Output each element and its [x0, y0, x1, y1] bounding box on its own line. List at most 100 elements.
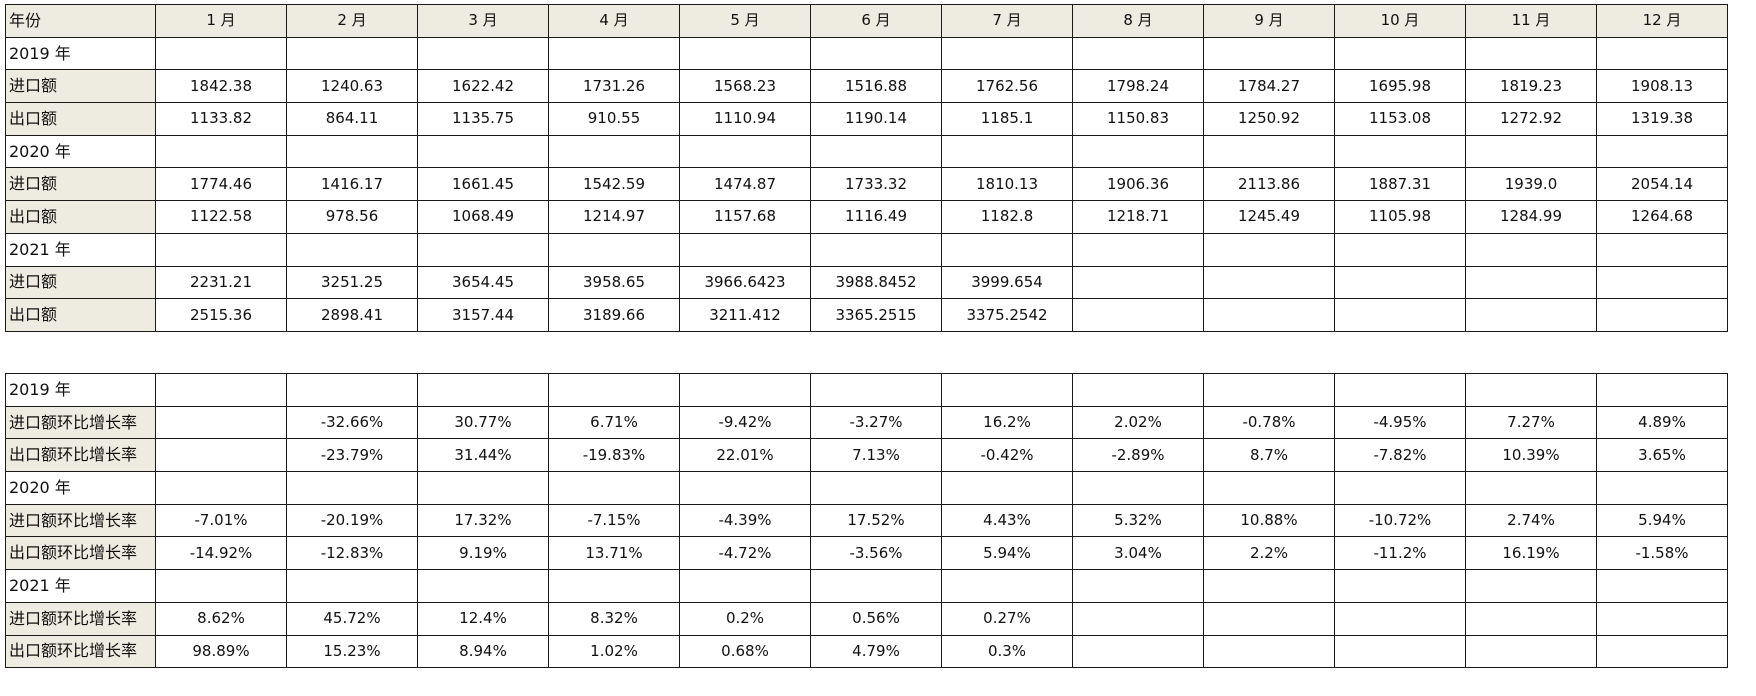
data-cell: 0.3%: [941, 634, 1073, 669]
data-cell: 45.72%: [286, 601, 418, 636]
data-cell: 4.43%: [941, 503, 1073, 538]
data-cell: 3988.8452: [810, 265, 942, 300]
data-cell: 1798.24: [1072, 69, 1204, 104]
data-cell: 2231.21: [155, 265, 287, 300]
data-cell: 2.74%: [1465, 503, 1597, 538]
data-cell: [1596, 601, 1728, 636]
year-label: 2021 年: [5, 232, 156, 267]
data-cell: [548, 36, 680, 71]
data-cell: 98.89%: [155, 634, 287, 669]
data-cell: [941, 373, 1073, 407]
data-cell: 1185.1: [941, 102, 1073, 136]
data-cell: 8.94%: [417, 634, 549, 669]
data-cell: [1596, 373, 1728, 407]
data-cell: 6.71%: [548, 405, 680, 440]
header-month: 10 月: [1334, 4, 1466, 38]
data-cell: 1906.36: [1072, 167, 1204, 202]
data-cell: [679, 471, 811, 505]
data-cell: [810, 134, 942, 169]
data-cell: -3.27%: [810, 405, 942, 440]
table-row: 出口额 1133.82 864.11 1135.75 910.55 1110.94 1190…: [5, 102, 1728, 136]
data-cell: 17.32%: [417, 503, 549, 538]
year-label: 2020 年: [5, 471, 156, 505]
data-cell: -14.92%: [155, 536, 287, 571]
data-cell: 5.94%: [1596, 503, 1728, 538]
table-row: 2021 年: [5, 232, 1728, 267]
data-cell: [1465, 36, 1597, 71]
data-cell: [1334, 265, 1466, 300]
data-cell: 1661.45: [417, 167, 549, 202]
data-cell: 1731.26: [548, 69, 680, 104]
data-cell: [1465, 232, 1597, 267]
data-cell: [155, 232, 287, 267]
data-cell: 2.2%: [1203, 536, 1335, 571]
data-cell: 22.01%: [679, 438, 811, 473]
year-label: 2019 年: [5, 36, 156, 71]
year-label: 2019 年: [5, 373, 156, 407]
data-cell: [1203, 36, 1335, 71]
data-cell: [1465, 298, 1597, 332]
data-cell: -7.15%: [548, 503, 680, 538]
data-cell: [1334, 134, 1466, 169]
data-cell: [155, 438, 287, 473]
data-cell: 1516.88: [810, 69, 942, 104]
data-cell: 1272.92: [1465, 102, 1597, 136]
data-cell: 3211.412: [679, 298, 811, 332]
data-cell: [1334, 569, 1466, 603]
data-cell: -7.82%: [1334, 438, 1466, 473]
data-cell: 1939.0: [1465, 167, 1597, 202]
data-cell: 17.52%: [810, 503, 942, 538]
table-row: 进口额环比增长率 -32.66% 30.77% 6.71% -9.42% -3.27% 16…: [5, 405, 1728, 440]
data-cell: 2113.86: [1203, 167, 1335, 202]
data-cell: [286, 569, 418, 603]
header-month: 12 月: [1596, 4, 1728, 38]
metric-label: 出口额环比增长率: [5, 536, 156, 571]
data-cell: [1334, 601, 1466, 636]
data-cell: [1072, 298, 1204, 332]
data-cell: 2054.14: [1596, 167, 1728, 202]
data-cell: 2515.36: [155, 298, 287, 332]
data-cell: [155, 373, 287, 407]
data-cell: 3966.6423: [679, 265, 811, 300]
data-cell: 2898.41: [286, 298, 418, 332]
data-cell: [1465, 134, 1597, 169]
data-cell: [679, 569, 811, 603]
data-cell: [810, 36, 942, 71]
data-cell: -19.83%: [548, 438, 680, 473]
data-cell: [679, 373, 811, 407]
data-cell: 3.04%: [1072, 536, 1204, 571]
data-cell: [1465, 601, 1597, 636]
header-month: 2 月: [286, 4, 418, 38]
data-cell: [679, 134, 811, 169]
metric-label: 出口额环比增长率: [5, 634, 156, 669]
data-cell: [548, 373, 680, 407]
data-cell: -1.58%: [1596, 536, 1728, 571]
data-cell: 0.2%: [679, 601, 811, 636]
metric-label: 进口额: [5, 69, 156, 104]
data-cell: [548, 471, 680, 505]
data-cell: 1774.46: [155, 167, 287, 202]
data-cell: 16.19%: [1465, 536, 1597, 571]
data-cell: [155, 471, 287, 505]
table-row: 进口额 1774.46 1416.17 1661.45 1542.59 1474.87 17…: [5, 167, 1728, 202]
data-cell: [1072, 373, 1204, 407]
data-cell: 1068.49: [417, 200, 549, 234]
metric-label: 出口额: [5, 102, 156, 136]
data-cell: 13.71%: [548, 536, 680, 571]
data-cell: 1105.98: [1334, 200, 1466, 234]
data-cell: [1596, 298, 1728, 332]
data-cell: [1334, 298, 1466, 332]
data-cell: 1568.23: [679, 69, 811, 104]
data-cell: 3251.25: [286, 265, 418, 300]
table-row: 2021 年: [5, 569, 1728, 603]
data-cell: -4.72%: [679, 536, 811, 571]
data-cell: [417, 36, 549, 71]
data-cell: -2.89%: [1072, 438, 1204, 473]
table-row: 2019 年: [5, 36, 1728, 71]
data-cell: 1284.99: [1465, 200, 1597, 234]
table-row: 进口额 2231.21 3251.25 3654.45 3958.65 3966.6423…: [5, 265, 1728, 300]
table-row: 进口额 1842.38 1240.63 1622.42 1731.26 1568.23 15…: [5, 69, 1728, 104]
data-cell: 16.2%: [941, 405, 1073, 440]
data-cell: [548, 569, 680, 603]
data-cell: [417, 232, 549, 267]
